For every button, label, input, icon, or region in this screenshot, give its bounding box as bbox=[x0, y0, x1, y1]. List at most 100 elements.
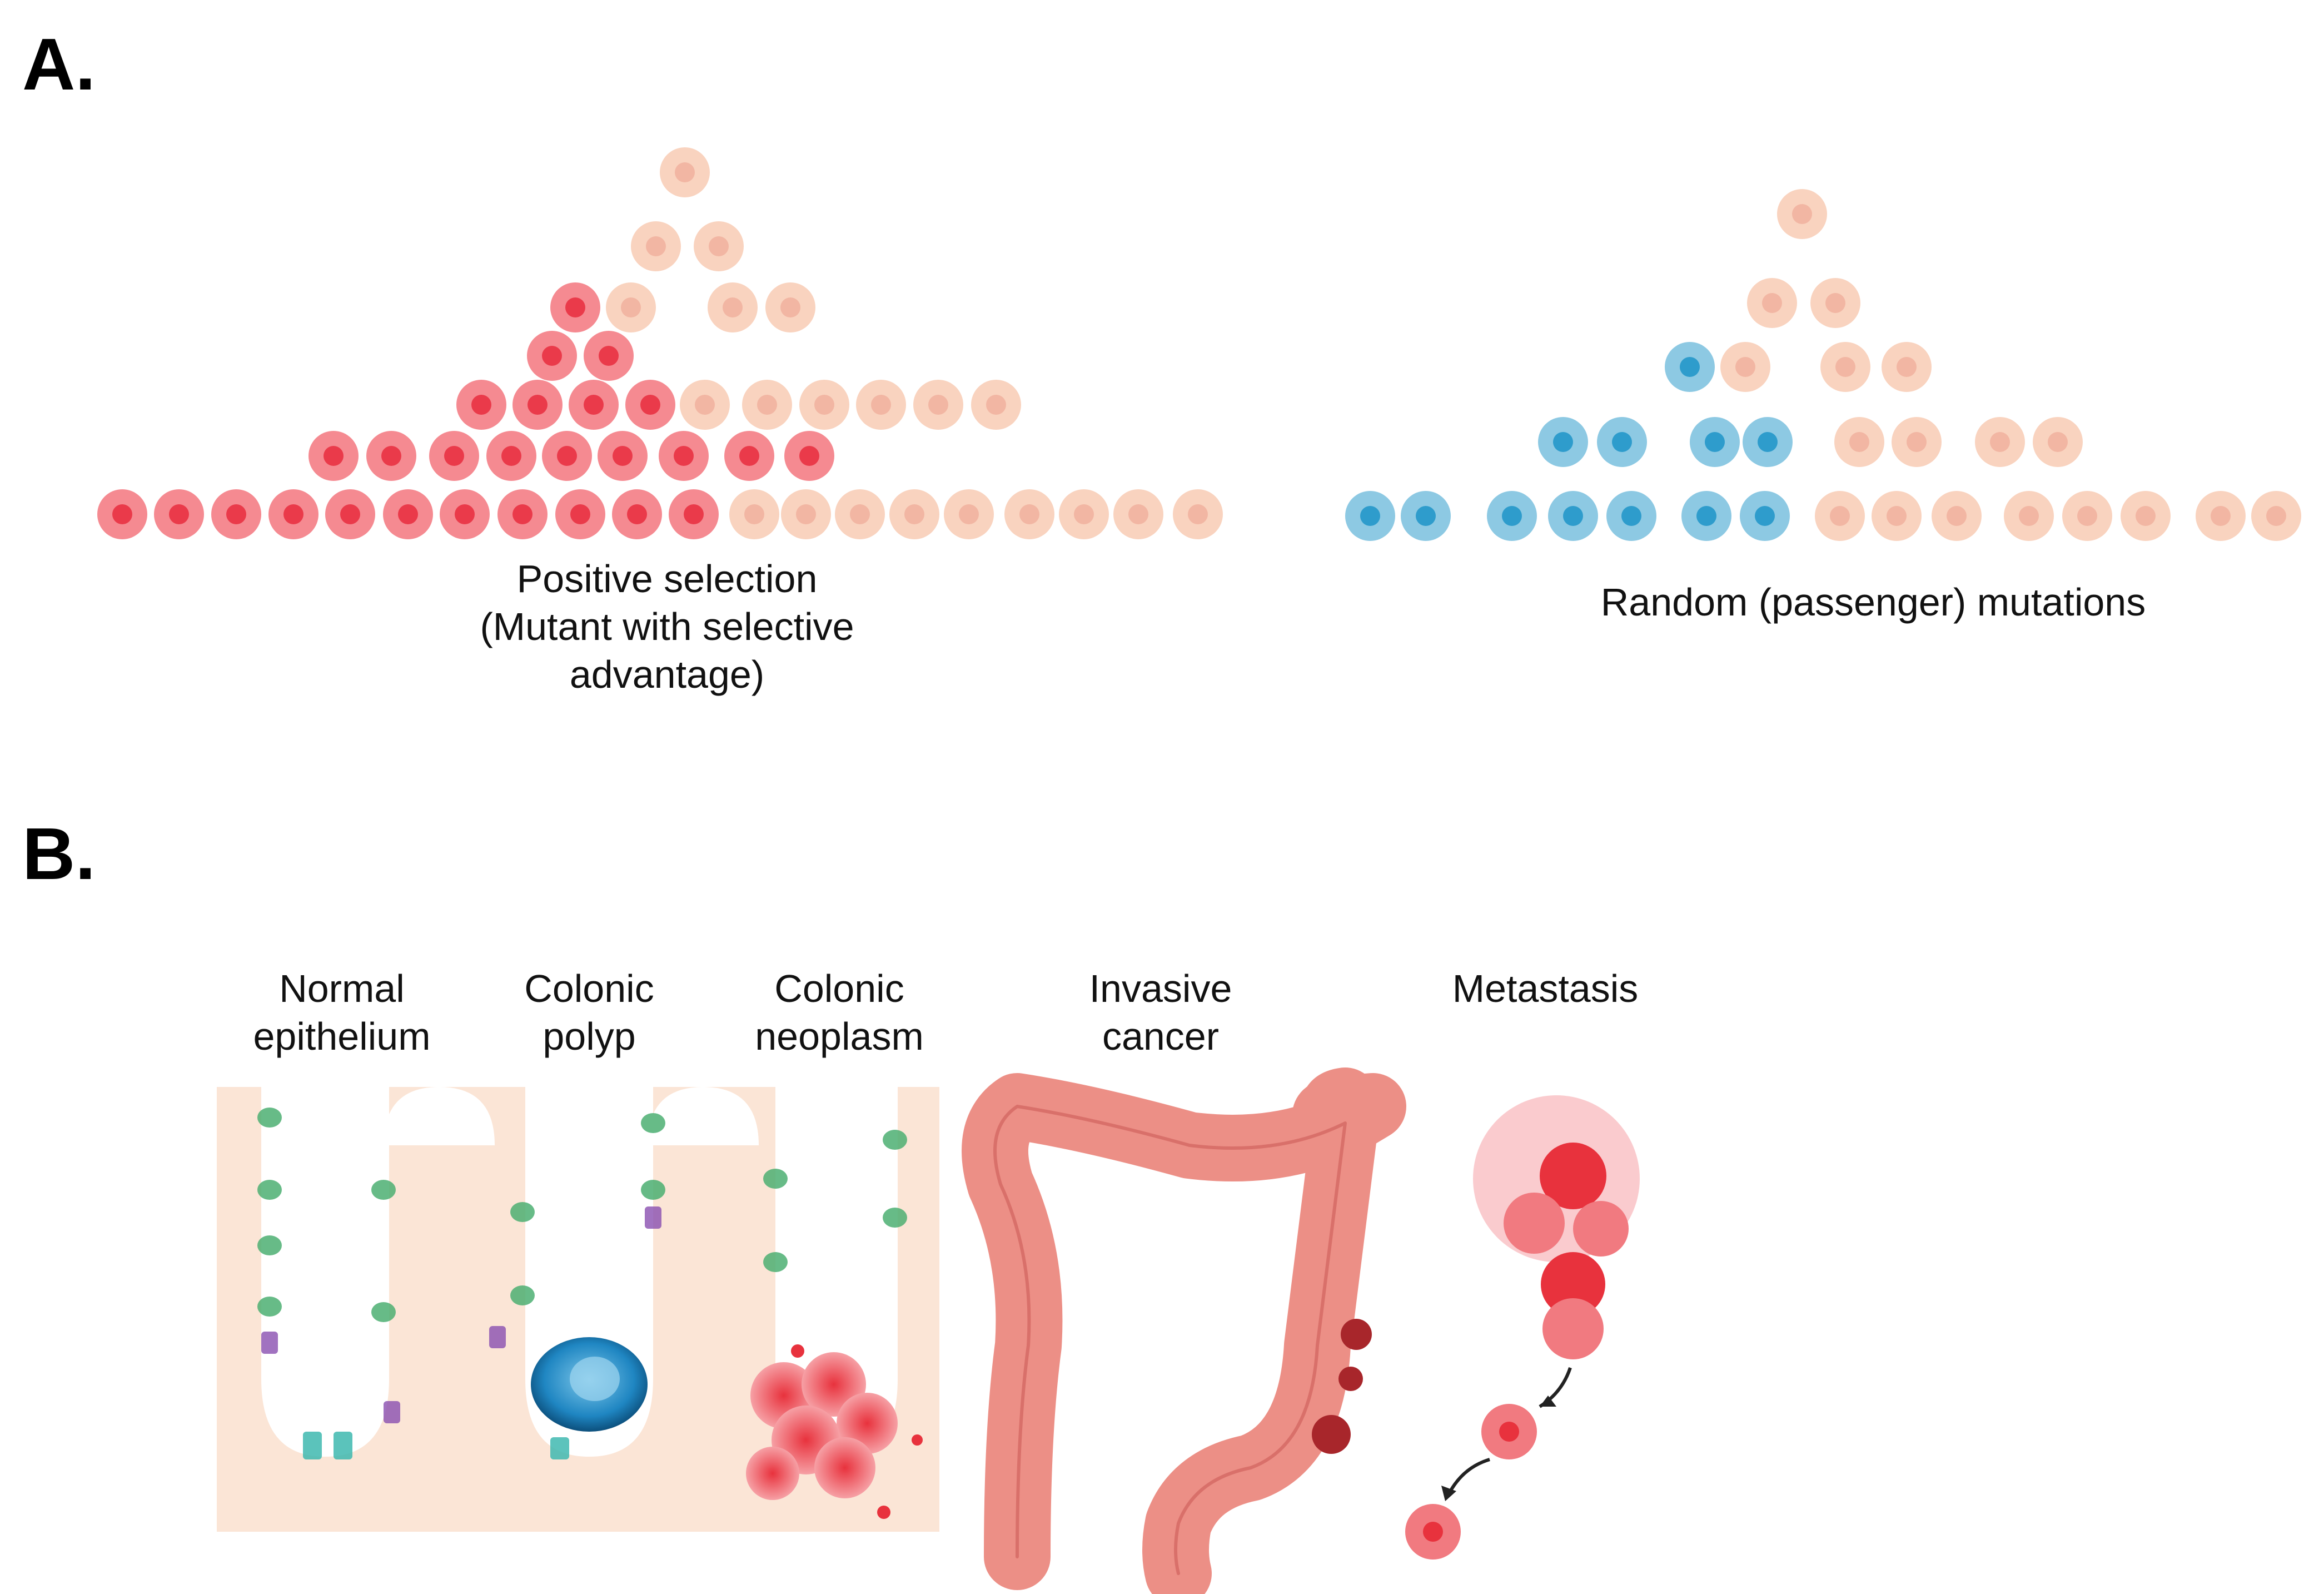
selected-mutant-cell bbox=[211, 489, 261, 539]
normal-cell bbox=[889, 489, 939, 539]
epithelial-cell bbox=[371, 1180, 396, 1200]
cell-nucleus bbox=[1897, 357, 1917, 377]
selected-mutant-cell bbox=[598, 431, 648, 481]
cell-nucleus bbox=[723, 297, 743, 317]
cell-nucleus bbox=[2019, 506, 2039, 526]
arrowhead bbox=[1540, 1396, 1556, 1407]
stage-label-line2: cancer bbox=[1102, 1015, 1220, 1058]
normal-cell bbox=[694, 221, 744, 271]
selected-mutant-cell bbox=[154, 489, 204, 539]
cell-nucleus bbox=[512, 504, 533, 524]
normal-cell bbox=[708, 282, 758, 332]
villus-top bbox=[648, 1087, 759, 1145]
epithelial-cell bbox=[371, 1302, 396, 1322]
normal-cell bbox=[781, 489, 831, 539]
cell-nucleus bbox=[1990, 432, 2010, 452]
normal-cell bbox=[2251, 491, 2301, 541]
cell-nucleus bbox=[565, 297, 585, 317]
stem-cell bbox=[489, 1326, 506, 1348]
cell-nucleus bbox=[613, 446, 633, 466]
stage-label-line2: epithelium bbox=[253, 1015, 431, 1058]
stage-label-line2: neoplasm bbox=[755, 1015, 924, 1058]
cell-nucleus bbox=[1074, 504, 1094, 524]
selected-mutant-cell bbox=[784, 431, 834, 481]
passenger-mutant-cell bbox=[1345, 491, 1395, 541]
cell-nucleus bbox=[2266, 506, 2286, 526]
cell-nucleus bbox=[1705, 432, 1725, 452]
normal-cell bbox=[1882, 342, 1932, 392]
villus-top bbox=[384, 1087, 495, 1145]
panel-b-label: B. bbox=[22, 813, 96, 895]
epithelial-cell bbox=[510, 1285, 535, 1305]
normal-cell bbox=[1820, 342, 1870, 392]
selected-mutant-cell bbox=[625, 380, 675, 430]
epithelium-tissue bbox=[217, 1087, 939, 1532]
normal-cell bbox=[1975, 417, 2025, 467]
selected-mutant-cell bbox=[724, 431, 774, 481]
colon-illustration bbox=[962, 1067, 1406, 1594]
cell-nucleus bbox=[1735, 357, 1755, 377]
passenger-mutant-cell bbox=[1606, 491, 1656, 541]
normal-cell bbox=[971, 380, 1021, 430]
passenger-mutant-cell bbox=[1487, 491, 1537, 541]
neoplasm-cluster bbox=[746, 1344, 923, 1519]
cell-nucleus bbox=[1835, 357, 1855, 377]
crypt-1 bbox=[261, 1087, 389, 1457]
normal-cell bbox=[1810, 278, 1860, 328]
passenger-mutant-cell bbox=[1597, 417, 1647, 467]
cell-nucleus bbox=[471, 395, 491, 415]
passenger-mutant-cell bbox=[1401, 491, 1451, 541]
cell-nucleus bbox=[557, 446, 577, 466]
passenger-mutant-cell bbox=[1538, 417, 1588, 467]
cell-nucleus bbox=[850, 504, 870, 524]
normal-cell bbox=[1815, 491, 1865, 541]
seeded-tumor-cell-nucleus bbox=[1423, 1522, 1443, 1542]
selected-mutant-cell bbox=[527, 331, 577, 381]
tumor-cell bbox=[1540, 1143, 1606, 1209]
normal-cell bbox=[1747, 278, 1797, 328]
cell-nucleus bbox=[283, 504, 303, 524]
cell-nucleus bbox=[928, 395, 948, 415]
stage-label-colonic-neoplasm: Colonic neoplasm bbox=[723, 965, 956, 1060]
cell-nucleus bbox=[1830, 506, 1850, 526]
positive-selection-caption-line2: (Mutant with selective bbox=[480, 605, 854, 648]
cell-nucleus bbox=[1563, 506, 1583, 526]
epithelial-cell bbox=[257, 1180, 282, 1200]
colon-body bbox=[962, 1067, 1406, 1594]
cell-nucleus bbox=[381, 446, 401, 466]
selected-mutant-cell bbox=[456, 380, 506, 430]
selected-mutant-cell bbox=[542, 431, 592, 481]
selected-mutant-cell bbox=[555, 489, 605, 539]
normal-cell bbox=[729, 489, 779, 539]
epithelial-cell bbox=[883, 1208, 907, 1228]
cell-nucleus bbox=[627, 504, 647, 524]
random-mutations-caption: Random (passenger) mutations bbox=[1600, 580, 2146, 624]
passenger-mutant-cell bbox=[1690, 417, 1740, 467]
cell-nucleus bbox=[2211, 506, 2231, 526]
epithelial-cell bbox=[763, 1169, 788, 1189]
cell-nucleus bbox=[684, 504, 704, 524]
stem-cell bbox=[384, 1401, 400, 1423]
cell-nucleus bbox=[959, 504, 979, 524]
neoplasm-cell bbox=[746, 1447, 799, 1500]
epithelial-cell bbox=[257, 1235, 282, 1255]
cell-nucleus bbox=[527, 395, 548, 415]
stage-label-metastasis: Metastasis bbox=[1429, 965, 1662, 1012]
cell-nucleus bbox=[1758, 432, 1778, 452]
cell-nucleus bbox=[739, 446, 759, 466]
selected-mutant-cell bbox=[268, 489, 319, 539]
selected-mutant-cell bbox=[669, 489, 719, 539]
shed-tumor-cell bbox=[877, 1506, 890, 1519]
cell-nucleus bbox=[646, 236, 666, 256]
cell-nucleus bbox=[1792, 204, 1812, 224]
crypt-base-cell bbox=[303, 1432, 322, 1459]
selected-mutant-cell bbox=[97, 489, 147, 539]
cell-nucleus bbox=[501, 446, 521, 466]
metastasis-illustration bbox=[1405, 1095, 1640, 1560]
selected-mutant-cell bbox=[584, 331, 634, 381]
epithelial-cell bbox=[641, 1113, 665, 1133]
normal-cell bbox=[2196, 491, 2246, 541]
crypt-3 bbox=[775, 1087, 898, 1457]
normal-cell bbox=[1173, 489, 1223, 539]
cell-nucleus bbox=[674, 446, 694, 466]
